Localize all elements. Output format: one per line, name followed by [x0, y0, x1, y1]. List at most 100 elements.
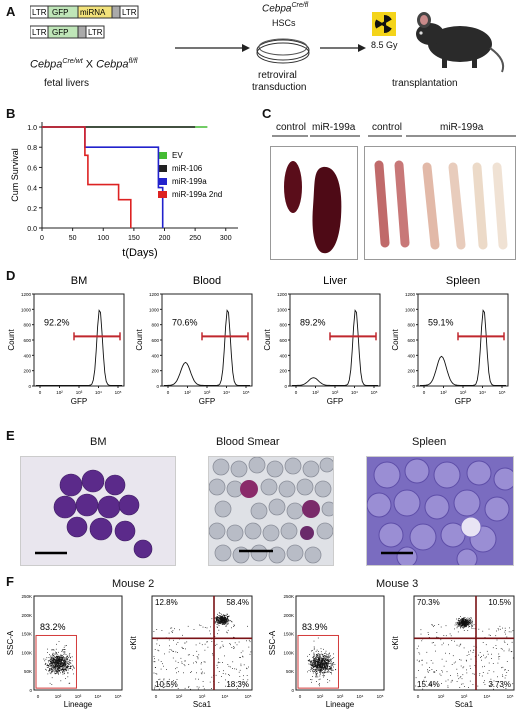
event-dot — [325, 664, 327, 666]
event-dot — [204, 627, 206, 628]
event-dot — [50, 663, 52, 664]
event-dot — [224, 621, 226, 622]
event-dot — [224, 623, 225, 625]
event-dot — [221, 624, 223, 625]
event-dot — [214, 622, 216, 624]
event-dot — [467, 622, 468, 623]
event-dot — [312, 657, 314, 658]
event-dot — [170, 627, 172, 629]
event-dot — [62, 649, 64, 650]
event-dot — [51, 658, 53, 660]
event-dot — [468, 654, 470, 655]
event-dot — [460, 619, 462, 620]
event-dot — [332, 658, 334, 659]
c2-gfp: GFP — [52, 28, 68, 37]
dot-cloud — [415, 616, 514, 690]
event-dot — [333, 657, 335, 658]
event-dot — [315, 661, 317, 662]
event-dot — [319, 675, 321, 677]
event-dot — [229, 666, 231, 668]
event-dot — [316, 665, 318, 666]
event-dot — [488, 628, 490, 630]
event-dot — [326, 660, 327, 661]
event-dot — [333, 666, 334, 668]
plot-frame — [417, 293, 509, 387]
event-dot — [504, 631, 506, 633]
event-dot — [217, 617, 219, 618]
event-dot — [445, 660, 447, 662]
event-dot — [161, 630, 163, 631]
event-dot — [67, 666, 69, 667]
event-dot — [53, 671, 55, 673]
event-dot — [458, 624, 460, 625]
x-tick-label: 50 — [69, 235, 77, 242]
event-dot — [311, 650, 313, 651]
event-dot — [420, 629, 422, 631]
event-dot — [461, 623, 463, 625]
event-dot — [466, 619, 468, 620]
event-dot — [311, 664, 313, 666]
histogram-curve — [420, 309, 506, 386]
event-dot — [324, 672, 326, 673]
event-dot — [51, 684, 53, 685]
event-dot — [61, 660, 63, 661]
event-dot — [58, 667, 59, 669]
event-dot — [215, 622, 217, 623]
spleen-histology-image — [366, 456, 514, 566]
event-dot — [228, 674, 229, 675]
event-dot — [329, 659, 330, 661]
legend-swatch-2 — [158, 178, 167, 185]
event-dot — [472, 624, 474, 626]
event-dot — [499, 656, 501, 657]
event-dot — [321, 667, 322, 669]
event-dot — [464, 624, 466, 626]
event-dot — [474, 628, 476, 630]
event-dot — [63, 661, 65, 663]
event-dot — [246, 675, 248, 676]
event-dot — [210, 633, 211, 635]
event-dot — [70, 665, 72, 667]
event-dot — [471, 625, 473, 626]
x-tick-label: 10² — [56, 390, 63, 395]
event-dot — [315, 669, 317, 671]
event-dot — [327, 662, 329, 664]
event-dot — [177, 652, 178, 653]
event-dot — [59, 660, 60, 662]
event-dot — [232, 661, 234, 663]
event-dot — [327, 669, 329, 671]
event-dot — [322, 660, 324, 662]
blood-smear-cells — [209, 457, 333, 564]
event-dot — [460, 623, 461, 625]
event-dot — [57, 661, 59, 663]
event-dot — [321, 670, 322, 672]
event-dot — [466, 618, 467, 620]
event-dot — [66, 669, 68, 671]
x-tick-label: 10⁴ — [351, 390, 358, 395]
event-dot — [456, 622, 458, 624]
event-dot — [457, 675, 459, 677]
event-dot — [59, 663, 60, 664]
histogram-curve — [292, 309, 378, 386]
event-dot — [329, 672, 331, 673]
event-dot — [224, 618, 225, 619]
dot-cloud — [307, 637, 337, 687]
event-dot — [188, 664, 190, 665]
y-tick-label: 1000 — [277, 307, 288, 312]
event-dot — [65, 657, 67, 659]
event-dot — [216, 616, 218, 617]
ssc-tick-label: 150K — [21, 632, 32, 637]
event-dot — [203, 672, 205, 674]
event-dot — [492, 647, 494, 649]
event-dot — [62, 657, 64, 658]
event-dot — [220, 615, 222, 617]
event-dot — [223, 620, 224, 622]
event-dot — [68, 663, 69, 665]
event-dot — [457, 622, 459, 624]
event-dot — [465, 620, 467, 622]
event-dot — [48, 670, 50, 671]
event-dot — [72, 669, 73, 671]
legend-entry-1: miR-106 — [172, 164, 203, 173]
event-dot — [317, 664, 319, 666]
